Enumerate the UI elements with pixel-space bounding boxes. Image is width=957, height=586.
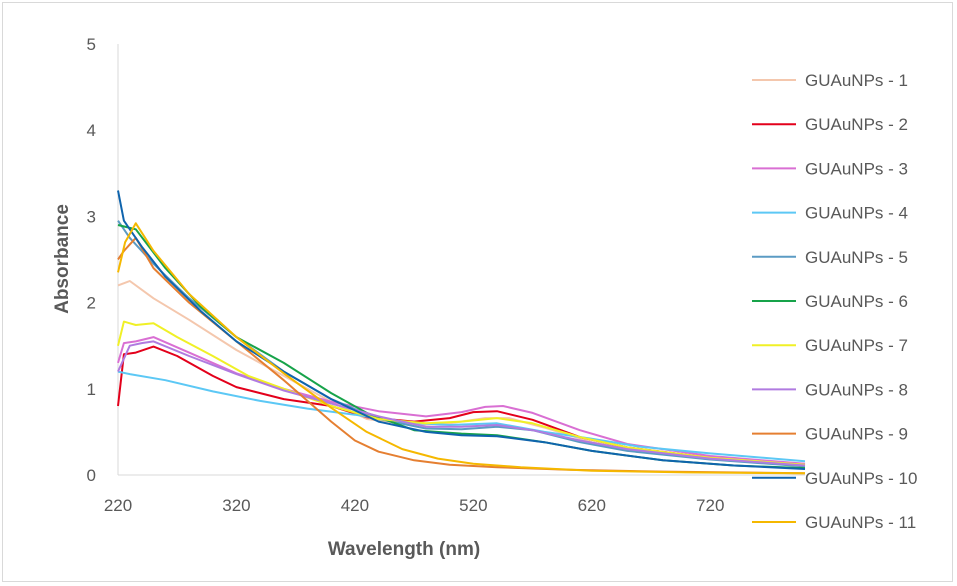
legend-label: GUAuNPs - 3: [805, 159, 908, 178]
series-line-4: [117, 370, 806, 463]
legend-entry-1: GUAuNPs - 1: [752, 71, 908, 90]
x-tick-label: 220: [104, 496, 132, 515]
x-tick-label: 420: [341, 496, 369, 515]
legend: GUAuNPs - 1 GUAuNPs - 2 GUAuNPs - 3 GUAuNPs…: [752, 71, 917, 532]
y-axis-title: Absorbance: [52, 204, 73, 314]
legend-entry-3: GUAuNPs - 3: [752, 159, 908, 178]
series-line-10: [117, 190, 806, 470]
y-tick-label: 0: [87, 466, 96, 485]
series-line-9: [117, 236, 806, 475]
y-tick-label: 1: [87, 380, 96, 399]
series-line-5: [117, 220, 806, 468]
legend-label: GUAuNPs - 9: [805, 425, 908, 444]
x-tick-label: 520: [459, 496, 487, 515]
legend-label: GUAuNPs - 11: [805, 513, 916, 532]
legend-entry-7: GUAuNPs - 7: [752, 336, 908, 355]
x-tick-label: 320: [222, 496, 250, 515]
legend-entry-10: GUAuNPs - 10: [752, 469, 917, 488]
legend-label: GUAuNPs - 2: [805, 115, 908, 134]
series-line-11: [117, 222, 806, 475]
x-tick-label: 620: [578, 496, 606, 515]
series-line-3: [117, 336, 806, 465]
series-line-6: [117, 224, 806, 470]
legend-entry-9: GUAuNPs - 9: [752, 425, 908, 444]
x-axis-title: Wavelength (nm): [328, 539, 480, 560]
legend-entry-6: GUAuNPs - 6: [752, 292, 908, 311]
y-tick-label: 5: [87, 35, 96, 54]
legend-label: GUAuNPs - 4: [805, 204, 908, 223]
legend-label: GUAuNPs - 6: [805, 292, 908, 311]
legend-label: GUAuNPs - 8: [805, 380, 908, 399]
legend-entry-11: GUAuNPs - 11: [752, 513, 916, 532]
legend-label: GUAuNPs - 1: [805, 71, 908, 90]
series-line-7: [117, 320, 806, 466]
series-layer: [117, 190, 806, 475]
series-line-1: [117, 280, 806, 466]
y-tick-label: 4: [87, 121, 96, 140]
series-line-8: [117, 340, 806, 467]
legend-entry-4: GUAuNPs - 4: [752, 204, 908, 223]
y-tick-label: 2: [87, 294, 96, 313]
legend-label: GUAuNPs - 5: [805, 248, 908, 267]
x-tick-label: 720: [696, 496, 724, 515]
series-line-2: [117, 345, 806, 466]
legend-entry-5: GUAuNPs - 5: [752, 248, 908, 267]
legend-entry-2: GUAuNPs - 2: [752, 115, 908, 134]
axes-group: 0 1 2 3 4 5 220 320 420 520 620 720: [87, 35, 805, 515]
legend-label: GUAuNPs - 7: [805, 336, 908, 355]
y-tick-label: 3: [87, 207, 96, 226]
legend-label: GUAuNPs - 10: [805, 469, 917, 488]
legend-entry-8: GUAuNPs - 8: [752, 380, 908, 399]
